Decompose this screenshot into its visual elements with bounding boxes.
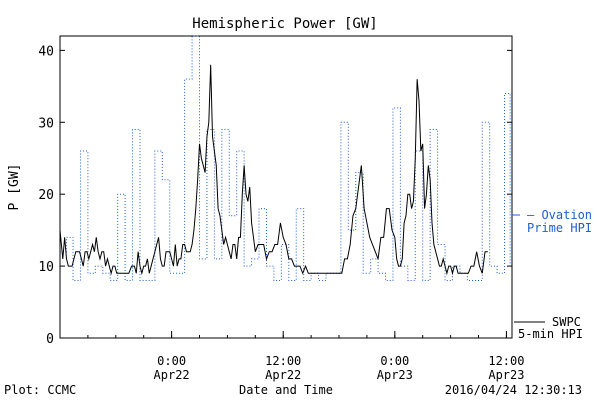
- x-tick-label-date: Apr22: [265, 368, 301, 382]
- timestamp: 2016/04/24 12:30:13: [445, 383, 582, 397]
- x-tick-label-date: Apr23: [377, 368, 413, 382]
- y-axis-ticks: 0 10 20 30 40: [38, 44, 512, 347]
- x-tick-label-time: 12:00: [488, 354, 524, 368]
- legend-swpc-label-2: 5-min HPI: [518, 327, 583, 341]
- x-tick-label-time: 0:00: [157, 354, 186, 368]
- plot-frame: [59, 35, 513, 339]
- y-axis-label: P [GW]: [7, 164, 22, 211]
- x-tick-label-time: 12:00: [265, 354, 301, 368]
- series-line-swpc: [59, 64, 488, 276]
- x-tick-label-date: Apr22: [154, 368, 190, 382]
- x-axis-ticks: 0:00Apr2212:00Apr220:00Apr2312:00Apr230:…: [87, 331, 600, 382]
- x-axis-label: Date and Time: [239, 383, 333, 397]
- chart-title: Hemispheric Power [GW]: [192, 16, 377, 32]
- y-tick-label: 40: [38, 44, 54, 59]
- legend-swpc: SWPC 5-min HPI: [514, 315, 583, 341]
- y-tick-label: 10: [38, 260, 54, 275]
- x-tick-label-date: Apr23: [488, 368, 524, 382]
- legend-ovation-label-2: Prime HPI: [527, 221, 592, 235]
- series-line-ovation: [60, 35, 511, 281]
- legend-ovation: — Ovation Prime HPI: [512, 208, 592, 235]
- plot-credit: Plot: CCMC: [4, 383, 76, 397]
- y-tick-label: 30: [38, 116, 54, 131]
- series-swpc-5min-hpi: [59, 64, 488, 276]
- legend-ovation-label-1: — Ovation: [527, 208, 592, 222]
- series-ovation-prime-hpi: [60, 35, 511, 281]
- x-tick-label-time: 0:00: [380, 354, 409, 368]
- legend-swpc-label-1: SWPC: [552, 315, 581, 329]
- y-tick-label: 20: [38, 188, 54, 203]
- y-tick-label: 0: [46, 332, 54, 347]
